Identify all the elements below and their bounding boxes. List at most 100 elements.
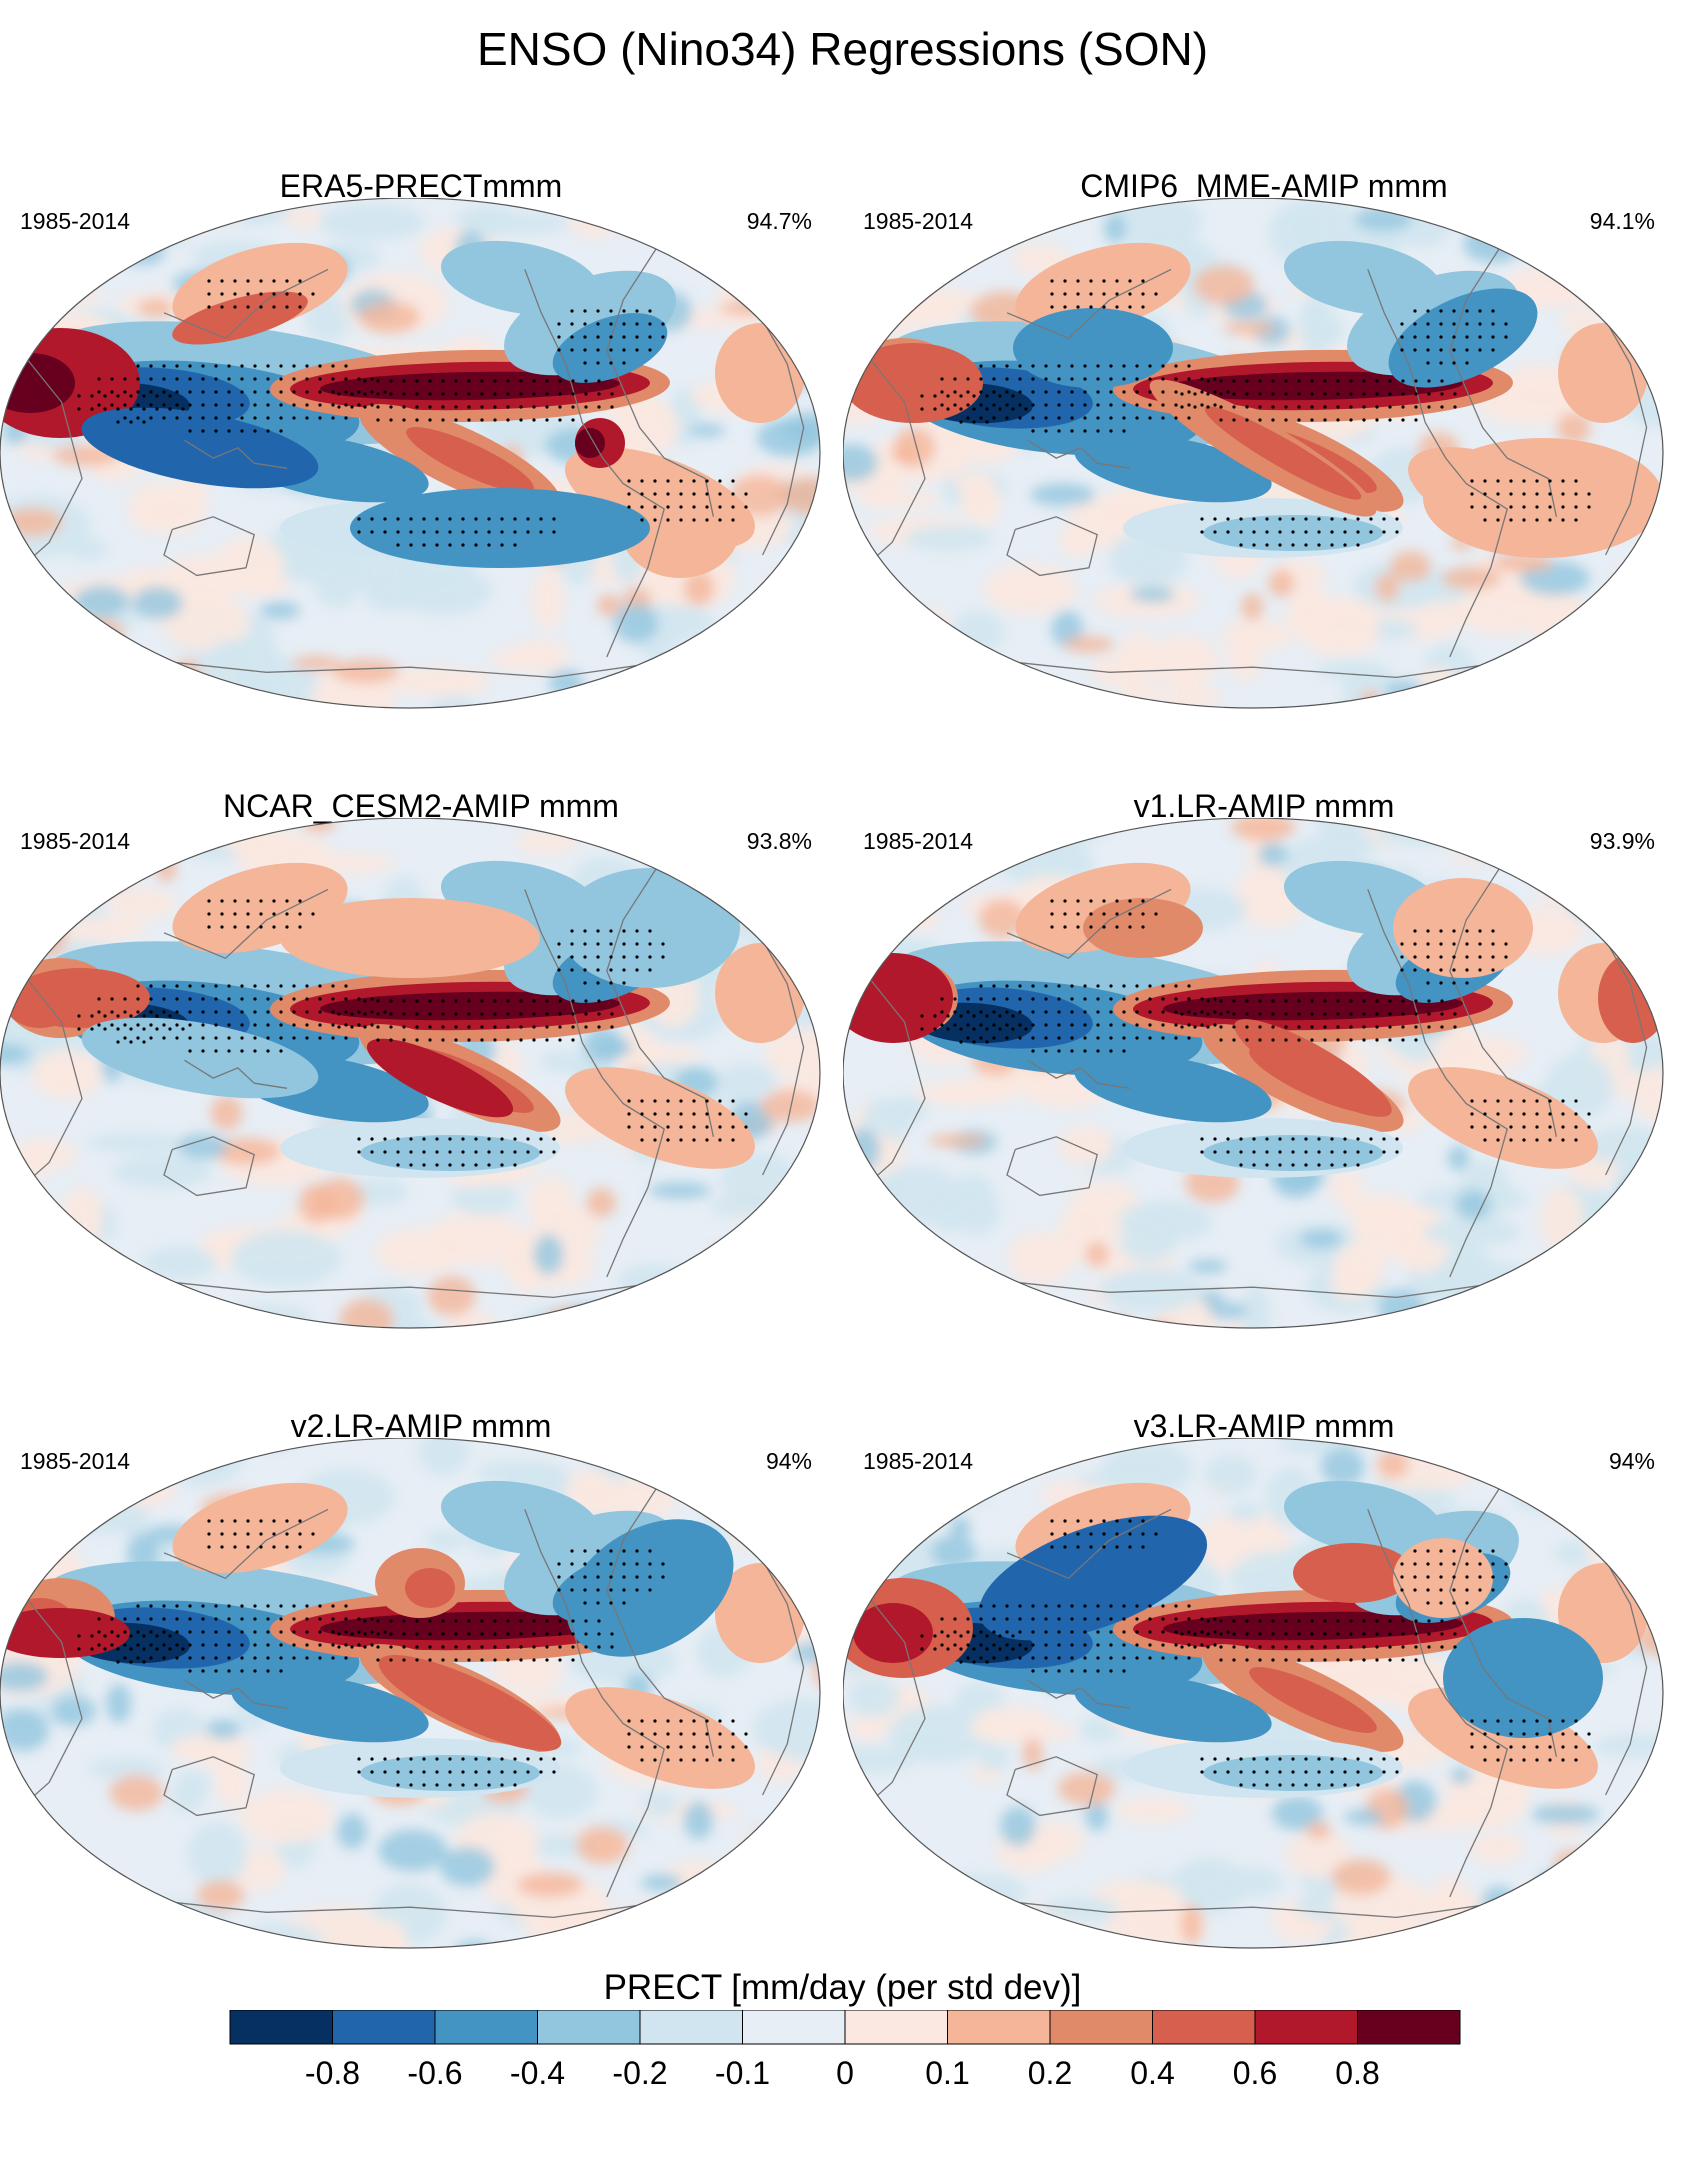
significance-dot [953,1010,957,1014]
significance-dot [1187,1643,1191,1647]
significance-dot [1083,1010,1087,1014]
significance-dot [240,1656,244,1660]
significance-dot [1050,899,1054,903]
significance-dot [1343,1150,1347,1154]
significance-dot [1400,968,1404,972]
significance-dot [609,361,613,365]
anomaly-region [1015,242,1191,334]
significance-dot [1561,505,1565,509]
anomaly-speckle [0,1438,88,1500]
anomaly-speckle [848,891,946,913]
anomaly-speckle [797,1292,820,1328]
significance-dot [1574,479,1578,483]
significance-dot [1330,1770,1334,1774]
coastline [19,350,83,569]
significance-dot [1310,1619,1314,1623]
significance-dot [622,929,626,933]
anomaly-speckle [617,1025,656,1080]
significance-dot [1057,429,1061,433]
significance-dot [1439,955,1443,959]
significance-dot [461,1150,465,1154]
significance-dot [357,390,361,394]
anomaly-region [378,1655,562,1751]
significance-dot [1044,429,1048,433]
coastline [965,1276,1541,1299]
anomaly-speckle [1491,553,1553,573]
significance-dot [97,1617,101,1621]
significance-dot [1401,1012,1405,1016]
anomaly-speckle [889,1344,947,1378]
significance-dot [1400,1575,1404,1579]
significance-dot [480,1038,484,1042]
significance-dot [116,1027,120,1031]
significance-dot [1245,1619,1249,1623]
significance-dot [1323,1619,1327,1623]
coastline [1006,516,1098,577]
significance-dot [1310,1645,1314,1649]
significance-dot [1258,1619,1262,1623]
significance-dot [77,394,81,398]
significance-dot [1375,1012,1379,1016]
coastline [184,1679,288,1709]
significance-dot [972,394,976,398]
significance-dot [679,492,683,496]
anomaly-speckle [648,1182,712,1199]
significance-dot [653,1099,657,1103]
significance-dot [532,1632,536,1636]
anomaly-speckle [1559,856,1609,891]
significance-dot [318,1036,322,1040]
significance-dot [1427,999,1431,1003]
significance-dot [953,390,957,394]
significance-dot [1083,1604,1087,1608]
significance-dot [1291,517,1295,521]
significance-dot [175,377,179,381]
significance-dot [201,1049,205,1053]
anomaly-speckle [1059,521,1095,558]
anomaly-speckle [566,198,625,222]
significance-dot [1102,899,1106,903]
significance-dot [1083,1049,1087,1053]
significance-dot [959,1027,963,1031]
significance-dot [1148,364,1152,368]
significance-dot [933,1014,937,1018]
significance-dot [467,418,471,422]
significance-dot [1219,379,1223,383]
significance-dot [979,984,983,988]
significance-dot [1122,1656,1126,1660]
significance-dot [1439,348,1443,352]
anomaly-speckle [2,659,48,708]
significance-dot [545,999,549,1003]
anomaly-speckle [1600,221,1663,281]
significance-dot [1050,912,1054,916]
significance-dot [376,999,380,1003]
significance-dot [448,1783,452,1787]
anomaly-speckle [931,1535,977,1569]
significance-dot [1148,1036,1152,1040]
significance-dot [1109,377,1113,381]
significance-dot [1297,379,1301,383]
significance-dot [653,518,657,522]
significance-dot [1509,492,1513,496]
significance-dot [116,1647,120,1651]
significance-dot [162,403,166,407]
significance-dot [77,1014,81,1018]
significance-dot [1470,1732,1474,1736]
significance-dot [972,1660,976,1664]
significance-dot [246,292,250,296]
significance-dot [1018,984,1022,988]
significance-dot [1561,1719,1565,1723]
significance-dot [653,1125,657,1129]
map-panel: v3.LR-AMIP mmm 1985-2014 94% [843,1408,1685,2028]
significance-dot [1440,379,1444,383]
significance-dot [597,1025,601,1029]
significance-dot [1096,403,1100,407]
significance-dot [718,505,722,509]
significance-dot [253,1656,257,1660]
significance-dot [1031,1656,1035,1660]
significance-dot [402,1025,406,1029]
anomaly-speckle [843,1913,878,1944]
anomaly-speckle [1514,818,1582,842]
significance-dot [305,416,309,420]
significance-dot [1548,492,1552,496]
significance-dot [331,403,335,407]
